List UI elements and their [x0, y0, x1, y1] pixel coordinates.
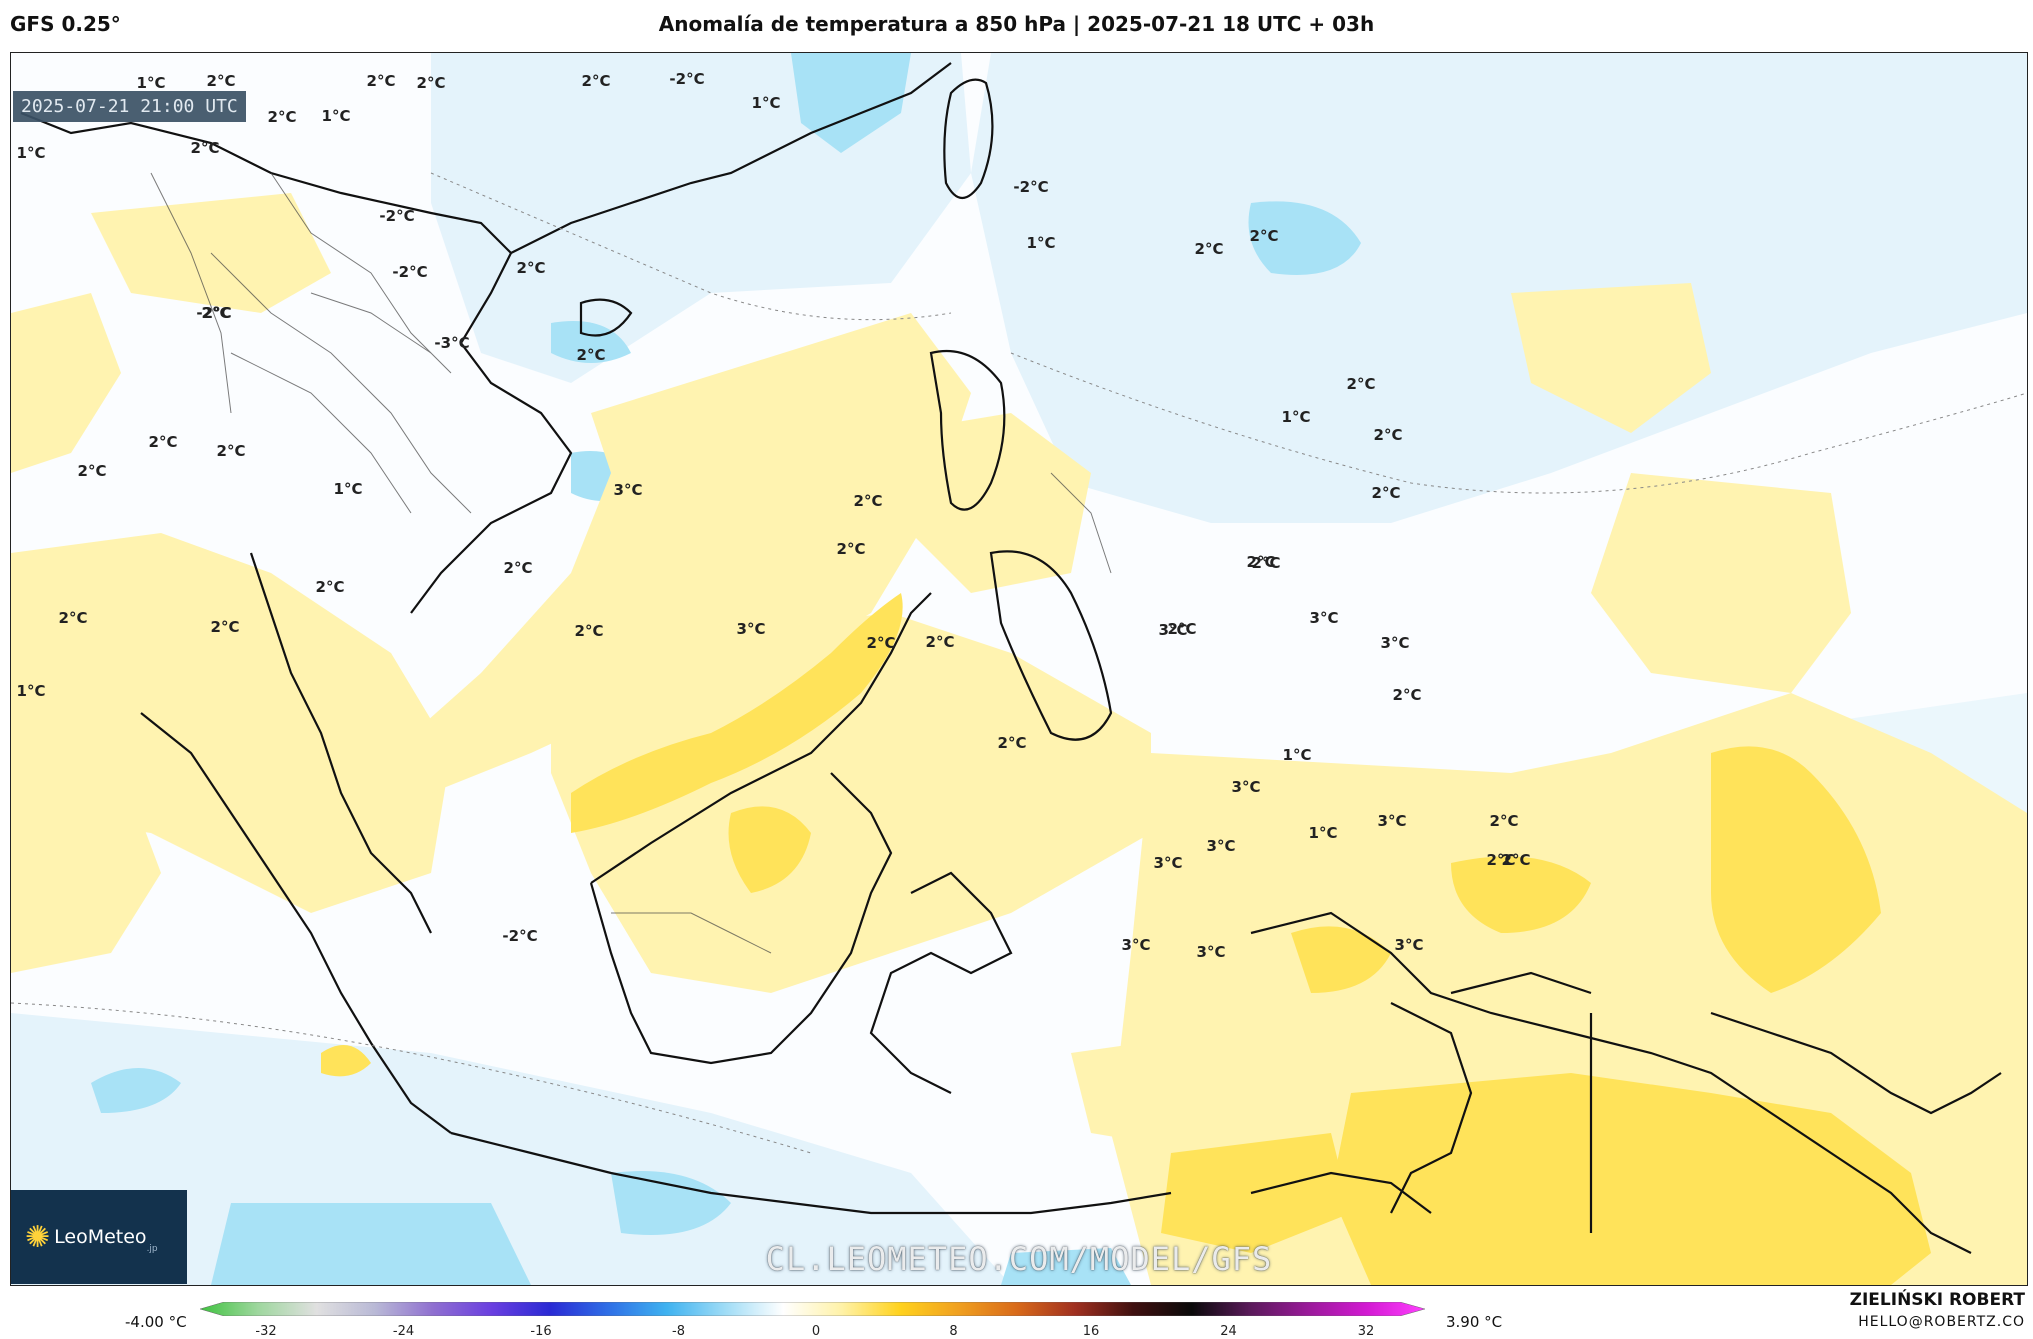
colorbar-tick-label: 16 — [1082, 1324, 1100, 1339]
contour-label: 2°C — [997, 734, 1027, 752]
contour-label: 1°C — [321, 107, 351, 125]
sun-icon: ✺ — [25, 1219, 51, 1255]
contour-label: 2°C — [1251, 554, 1281, 572]
author-email: HELLO@ROBERTZ.CO — [1858, 1314, 2025, 1330]
contour-label: 2°C — [1373, 426, 1403, 444]
contour-label: 2°C — [1249, 227, 1279, 245]
strong-warm-anomaly-areas — [321, 593, 1931, 1285]
contour-label: 2°C — [1489, 812, 1519, 830]
source-watermark: CL.LEOMETEO.COM/MODEL/GFS — [765, 1240, 1273, 1278]
contour-label: 2°C — [1486, 851, 1516, 869]
leometeo-logo[interactable]: ✺ LeoMeteo .jp — [11, 1190, 187, 1284]
contour-label: 3°C — [1196, 943, 1226, 961]
contour-label: 2°C — [58, 609, 88, 627]
contour-label: 3°C — [1206, 837, 1236, 855]
contour-label: 1°C — [1308, 824, 1338, 842]
valid-time-badge: 2025-07-21 21:00 UTC — [13, 91, 246, 122]
coastlines — [20, 62, 2002, 1254]
contour-label: 2°C — [1371, 484, 1401, 502]
colorbar-tick-label: 24 — [1220, 1324, 1237, 1339]
contour-label: 2°C — [1167, 620, 1197, 638]
contour-label: 1°C — [16, 144, 46, 162]
contour-label: 3°C — [1380, 634, 1410, 652]
colorbar-tick-label: -16 — [530, 1324, 552, 1339]
contour-label: 2°C — [1246, 553, 1276, 571]
author-name: ZIELIŃSKI ROBERT — [1849, 1290, 2025, 1310]
colorbar-tick-label: 8 — [949, 1324, 958, 1339]
colorbar — [200, 1302, 1425, 1316]
colorbar-min-label: -4.00 °C — [125, 1313, 187, 1331]
contour-label: 2°C — [516, 259, 546, 277]
contour-label: 3°C — [613, 481, 643, 499]
contour-label: -3°C — [434, 334, 470, 352]
anomaly-field — [11, 53, 2027, 1285]
contour-label: 2°C — [206, 72, 236, 90]
contour-label: 2°C — [1501, 851, 1531, 869]
temperature-anomaly-map[interactable]: 2025-07-21 21:00 UTC 1°C 2°C 2°C 2°C 2°C -2°C… — [10, 52, 2028, 1286]
contour-label: 3°C — [1158, 621, 1188, 639]
contour-label: 2°C — [574, 622, 604, 640]
contour-label: 1°C — [1026, 234, 1056, 252]
contour-label: 2°C — [77, 462, 107, 480]
contour-label: 1°C — [16, 682, 46, 700]
contour-label: 3°C — [1377, 812, 1407, 830]
contour-label: 2°C — [216, 442, 246, 460]
contour-label: 3°C — [1153, 854, 1183, 872]
contour-label: 1°C — [136, 74, 166, 92]
contour-label: 2°C — [1194, 240, 1224, 258]
contour-label: 2°C — [853, 492, 883, 510]
contour-label: 2°C — [148, 433, 178, 451]
contour-label: 2°C — [210, 618, 240, 636]
colorbar-tick-label: 32 — [1357, 1324, 1375, 1339]
contour-lines — [11, 172, 2027, 1154]
contour-label: 1°C — [1281, 408, 1311, 426]
model-label: GFS 0.25° — [10, 12, 121, 36]
contour-label: 3°C — [1231, 778, 1261, 796]
contour-label: 3°C — [1394, 936, 1424, 954]
contour-label: 2°C — [416, 74, 446, 92]
contour-label: 1°C — [333, 480, 363, 498]
logo-text: LeoMeteo — [54, 1226, 147, 1248]
logo-suffix: .jp — [146, 1244, 158, 1254]
contour-label: 2°C — [190, 139, 220, 157]
contour-label: 2°C — [866, 634, 896, 652]
contour-label: 2°C — [581, 72, 611, 90]
colorbar-tick-label: -32 — [255, 1324, 277, 1339]
contour-label: -2°C — [1013, 178, 1049, 196]
contour-label: -2°C — [392, 263, 428, 281]
contour-label: 3°C — [1121, 936, 1151, 954]
contour-label: 2°C — [366, 72, 396, 90]
contour-label: 2°C — [315, 578, 345, 596]
contour-label: 2°C — [1346, 375, 1376, 393]
contour-label: 2°C — [503, 559, 533, 577]
colorbar-max-label: 3.90 °C — [1446, 1313, 1503, 1331]
contour-label: 2°C — [1392, 686, 1422, 704]
contour-label: 2°C — [836, 540, 866, 558]
contour-label: 3°C — [1309, 609, 1339, 627]
contour-label: -2°C — [196, 304, 232, 322]
colorbar-tick-label: -8 — [672, 1324, 685, 1339]
contour-label: 1°C — [751, 94, 781, 112]
contour-label: 2°C — [925, 633, 955, 651]
contour-label: -2°C — [669, 70, 705, 88]
contour-label: 2°C — [576, 346, 606, 364]
contour-label: -2°C — [502, 927, 538, 945]
contour-label: 2°C — [267, 108, 297, 126]
map-title: Anomalía de temperatura a 850 hPa | 2025… — [658, 12, 1375, 36]
colorbar-tick-label: -24 — [392, 1324, 415, 1339]
contour-label: 1°C — [1282, 746, 1312, 764]
admin-borders — [150, 172, 1112, 954]
colorbar-tick-label: 0 — [811, 1324, 821, 1339]
contour-label: 3°C — [736, 620, 766, 638]
contour-label: -2°C — [379, 207, 415, 225]
contour-label: 2°C — [201, 304, 231, 322]
